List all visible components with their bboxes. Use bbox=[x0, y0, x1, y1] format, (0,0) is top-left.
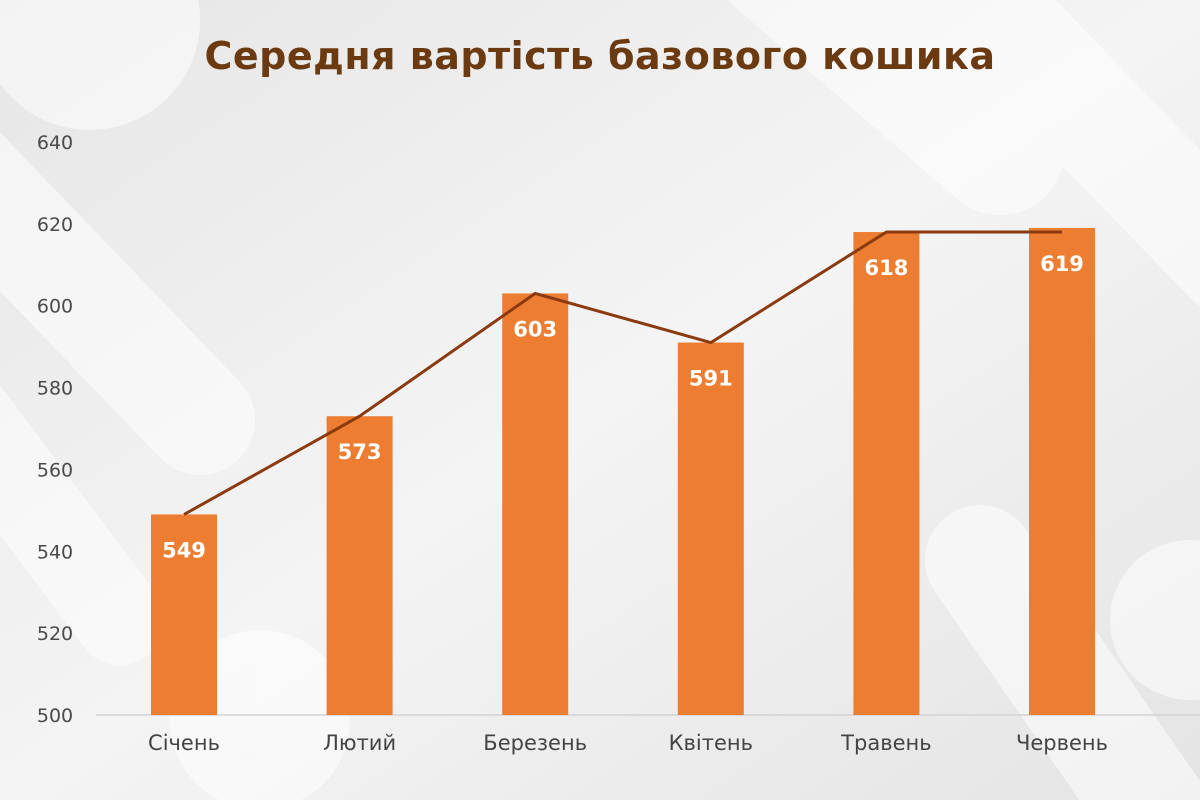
trend-line bbox=[183, 230, 1062, 516]
bars bbox=[151, 227, 1095, 716]
y-tick-label: 580 bbox=[37, 378, 73, 400]
x-tick-label: Квітень bbox=[669, 731, 753, 755]
x-tick-label: Січень bbox=[148, 731, 220, 755]
bar bbox=[1029, 227, 1095, 715]
y-tick-label: 520 bbox=[37, 623, 73, 645]
bar bbox=[853, 232, 920, 716]
x-tick-label: Лютий bbox=[323, 731, 396, 755]
bar bbox=[151, 514, 217, 715]
data-label: 603 bbox=[513, 317, 557, 341]
data-label: 549 bbox=[162, 538, 206, 562]
bar bbox=[677, 342, 744, 715]
y-tick-label: 500 bbox=[37, 705, 73, 727]
bar bbox=[326, 416, 393, 715]
data-label: 619 bbox=[1040, 252, 1084, 276]
x-tick-label: Червень bbox=[1016, 731, 1108, 755]
bar bbox=[502, 293, 569, 715]
x-tick-label: Березень bbox=[483, 731, 587, 755]
y-tick-label: 600 bbox=[37, 296, 73, 318]
y-tick-label: 640 bbox=[37, 132, 73, 154]
value-labels: 549 573 603 591 618 619 bbox=[162, 252, 1084, 563]
x-axis: Січень Лютий Березень Квітень Травень Червень bbox=[148, 731, 1108, 755]
y-tick-label: 540 bbox=[37, 541, 73, 563]
x-tick-label: Травень bbox=[840, 731, 931, 755]
y-tick-label: 560 bbox=[37, 459, 73, 481]
data-label: 591 bbox=[689, 367, 733, 391]
data-label: 618 bbox=[864, 256, 908, 280]
y-tick-label: 620 bbox=[37, 214, 73, 236]
y-axis: 500 520 540 560 580 600 620 640 bbox=[37, 132, 73, 727]
chart-title: Середня вартість базового кошика bbox=[204, 34, 996, 78]
data-label: 573 bbox=[338, 440, 382, 464]
